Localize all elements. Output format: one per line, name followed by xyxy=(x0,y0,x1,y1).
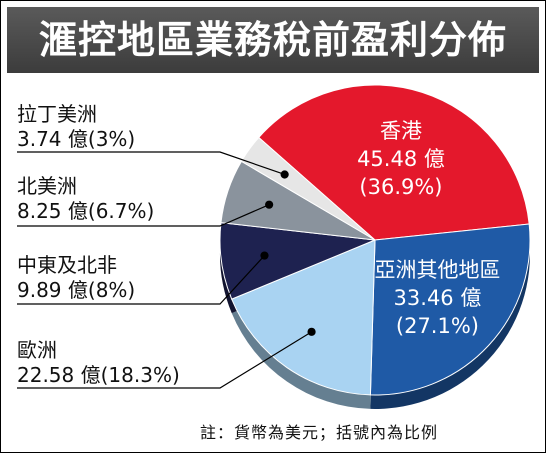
slice-percent-latin-america: (3%) xyxy=(87,127,136,151)
chart-title: 滙控地區業務稅前盈利分佈 xyxy=(38,18,507,62)
slice-name-latin-america: 拉丁美洲 xyxy=(17,102,97,126)
slice-value-hong-kong: 45.48 億 xyxy=(357,146,445,171)
slice-label-north-america: 北美洲 8.25 億(6.7%) xyxy=(17,174,154,224)
slice-label-middle-east: 中東及北非 9.89 億(8%) xyxy=(17,253,135,303)
slice-5 xyxy=(240,136,376,241)
slice-label-hong-kong: 香港 45.48 億 (36.9%) xyxy=(331,117,471,201)
slice-percent-other-asia: (27.1%) xyxy=(395,314,479,339)
slice-label-europe: 歐洲 22.58 億(18.3%) xyxy=(17,338,180,388)
leader-line-3 xyxy=(17,255,265,305)
slice-1 xyxy=(369,223,531,396)
slice-name-europe: 歐洲 xyxy=(17,338,57,362)
slice-percent-middle-east: (8%) xyxy=(87,278,136,302)
slice-name-north-america: 北美洲 xyxy=(17,174,77,198)
slice-label-other-asia: 亞洲其他地區 33.46 億 (27.1%) xyxy=(367,256,507,340)
slice-2 xyxy=(231,239,376,396)
slice-percent-europe: (18.3%) xyxy=(100,363,180,387)
leader-dot-2 xyxy=(307,327,316,336)
slice-percent-north-america: (6.7%) xyxy=(87,199,155,223)
slice-name-middle-east: 中東及北非 xyxy=(17,253,117,277)
title-bar: 滙控地區業務稅前盈利分佈 xyxy=(7,7,539,73)
slice-label-latin-america: 拉丁美洲 3.74 億(3%) xyxy=(17,102,135,152)
slice-0 xyxy=(258,84,530,241)
slice-value-north-america: 8.25 億 xyxy=(17,199,88,223)
leader-dot-4 xyxy=(265,200,274,209)
slice-name-other-asia: 亞洲其他地區 xyxy=(374,258,501,283)
slice-value-other-asia: 33.46 億 xyxy=(393,286,482,311)
slice-value-latin-america: 3.74 億 xyxy=(17,127,88,151)
slice-percent-hong-kong: (36.9%) xyxy=(359,174,443,199)
slice-value-middle-east: 9.89 億 xyxy=(17,278,88,302)
footnote: 註：貨幣為美元；括號內為比例 xyxy=(200,423,439,442)
leader-line-4 xyxy=(17,204,270,227)
leader-dot-5 xyxy=(280,170,289,179)
leader-dot-3 xyxy=(260,251,269,260)
slice-name-hong-kong: 香港 xyxy=(379,118,422,143)
slice-value-europe: 22.58 億 xyxy=(17,363,101,387)
leader-line-5 xyxy=(17,151,285,176)
leader-line-2 xyxy=(17,331,312,389)
